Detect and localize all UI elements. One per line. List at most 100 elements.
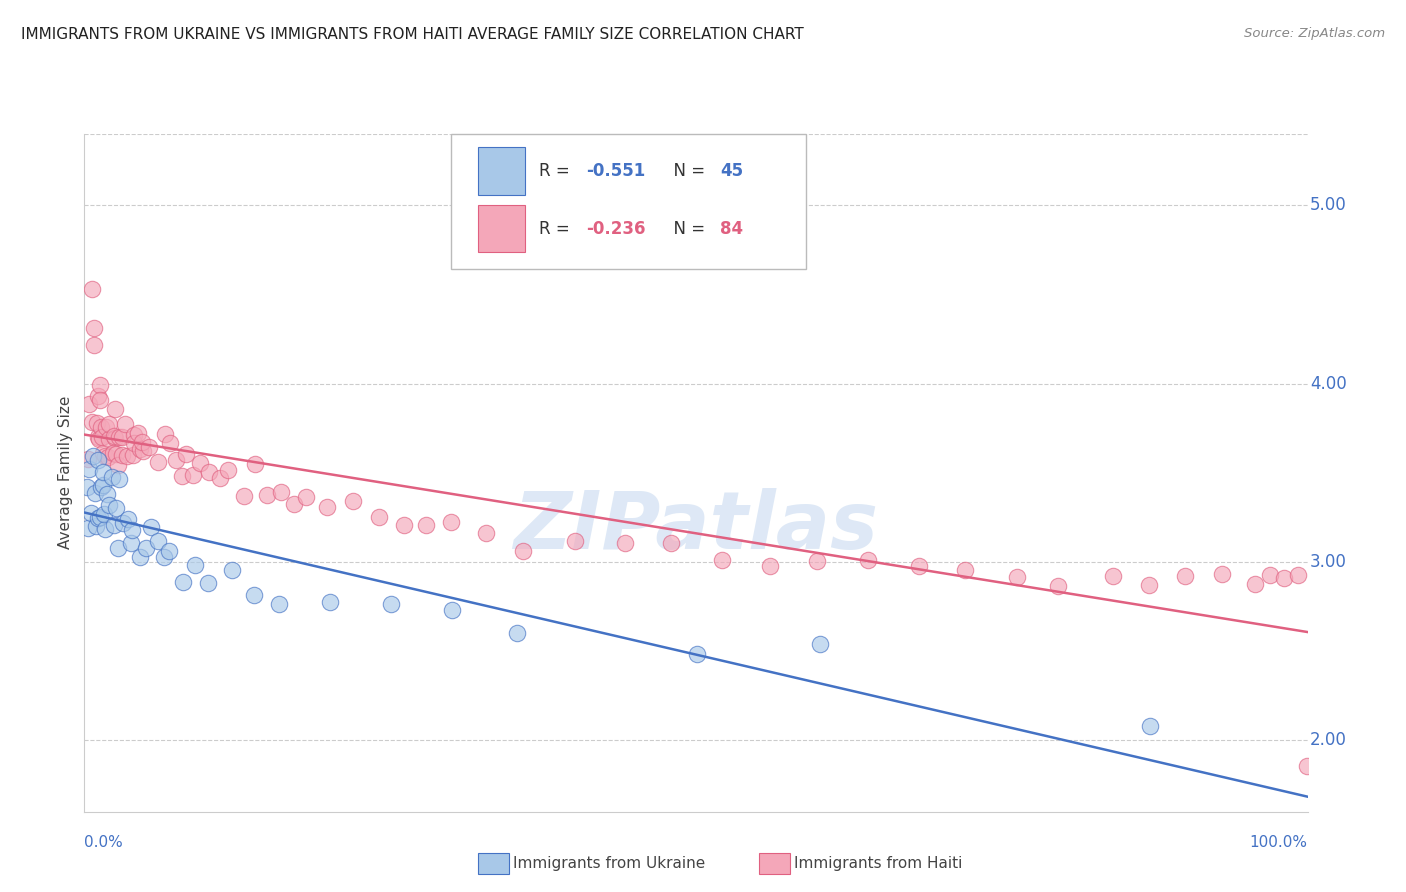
Text: 45: 45 [720, 162, 744, 180]
Point [91, 446, 114, 460]
Point [440, 515, 463, 529]
Point [107, 541, 129, 555]
Point [440, 603, 463, 617]
Point [77, 521, 100, 535]
Point [121, 523, 143, 537]
Point [197, 466, 219, 480]
Point [103, 446, 125, 460]
Point [146, 455, 169, 469]
Point [318, 594, 340, 608]
Text: N =: N = [664, 219, 710, 237]
Text: -0.551: -0.551 [586, 162, 645, 180]
Point [135, 541, 157, 556]
Point [128, 442, 150, 456]
Point [188, 456, 211, 470]
Text: 2.00: 2.00 [1310, 731, 1347, 749]
Text: R =: R = [540, 219, 575, 237]
Text: R =: R = [540, 162, 575, 180]
Point [131, 434, 153, 449]
Point [614, 535, 637, 549]
Point [101, 469, 124, 483]
Text: -0.236: -0.236 [586, 219, 645, 237]
Text: 4.00: 4.00 [1310, 375, 1347, 392]
Text: IMMIGRANTS FROM UKRAINE VS IMMIGRANTS FROM HAITI AVERAGE FAMILY SIZE CORRELATION: IMMIGRANTS FROM UKRAINE VS IMMIGRANTS FR… [21, 27, 804, 42]
Point [711, 553, 734, 567]
Point [808, 637, 831, 651]
Point [98, 433, 121, 447]
Point [77, 397, 100, 411]
Point [104, 402, 127, 417]
Point [94, 449, 117, 463]
Point [122, 428, 145, 442]
Point [267, 598, 290, 612]
FancyBboxPatch shape [478, 205, 524, 252]
Point [146, 534, 169, 549]
Point [139, 520, 162, 534]
Point [94, 522, 117, 536]
Text: 0.0%: 0.0% [84, 836, 124, 850]
Point [111, 430, 134, 444]
Point [117, 449, 139, 463]
Text: Immigrants from Ukraine: Immigrants from Ukraine [513, 856, 706, 871]
Point [89, 432, 111, 446]
Point [1260, 567, 1282, 582]
Point [117, 512, 139, 526]
Point [105, 501, 128, 516]
Text: Immigrants from Haiti: Immigrants from Haiti [794, 856, 963, 871]
Point [181, 468, 204, 483]
Point [89, 510, 111, 524]
Point [104, 431, 127, 445]
Point [1005, 570, 1028, 584]
Point [157, 543, 180, 558]
Text: Source: ZipAtlas.com: Source: ZipAtlas.com [1244, 27, 1385, 40]
Point [93, 477, 115, 491]
Point [1244, 577, 1267, 591]
Point [208, 471, 231, 485]
Point [283, 497, 305, 511]
Point [105, 446, 128, 460]
Point [165, 453, 187, 467]
Point [342, 494, 364, 508]
FancyBboxPatch shape [451, 134, 806, 269]
Point [83, 486, 105, 500]
Text: N =: N = [664, 162, 710, 180]
Text: ZIPatlas: ZIPatlas [513, 488, 879, 566]
Point [138, 441, 160, 455]
Point [82, 415, 104, 429]
Point [159, 436, 181, 450]
Point [79, 461, 101, 475]
Point [1272, 571, 1295, 585]
Point [856, 553, 879, 567]
Point [512, 544, 534, 558]
Point [233, 489, 256, 503]
Point [122, 448, 145, 462]
Point [108, 472, 131, 486]
Point [953, 563, 976, 577]
Point [114, 417, 136, 431]
Point [184, 558, 207, 572]
Point [122, 436, 145, 450]
Point [91, 430, 114, 444]
FancyBboxPatch shape [478, 147, 524, 194]
Point [89, 392, 111, 407]
Point [380, 597, 402, 611]
Point [1139, 719, 1161, 733]
Point [90, 420, 112, 434]
Point [243, 589, 266, 603]
Y-axis label: Average Family Size: Average Family Size [58, 396, 73, 549]
Point [1211, 566, 1233, 581]
Point [108, 430, 131, 444]
Point [96, 487, 118, 501]
Point [908, 558, 931, 573]
Point [111, 516, 134, 530]
Point [89, 378, 111, 392]
Point [270, 485, 292, 500]
Point [93, 507, 115, 521]
Point [83, 321, 105, 335]
Point [87, 429, 110, 443]
Point [80, 283, 103, 297]
Point [1137, 578, 1160, 592]
Point [132, 443, 155, 458]
Point [127, 425, 149, 440]
Point [256, 488, 278, 502]
